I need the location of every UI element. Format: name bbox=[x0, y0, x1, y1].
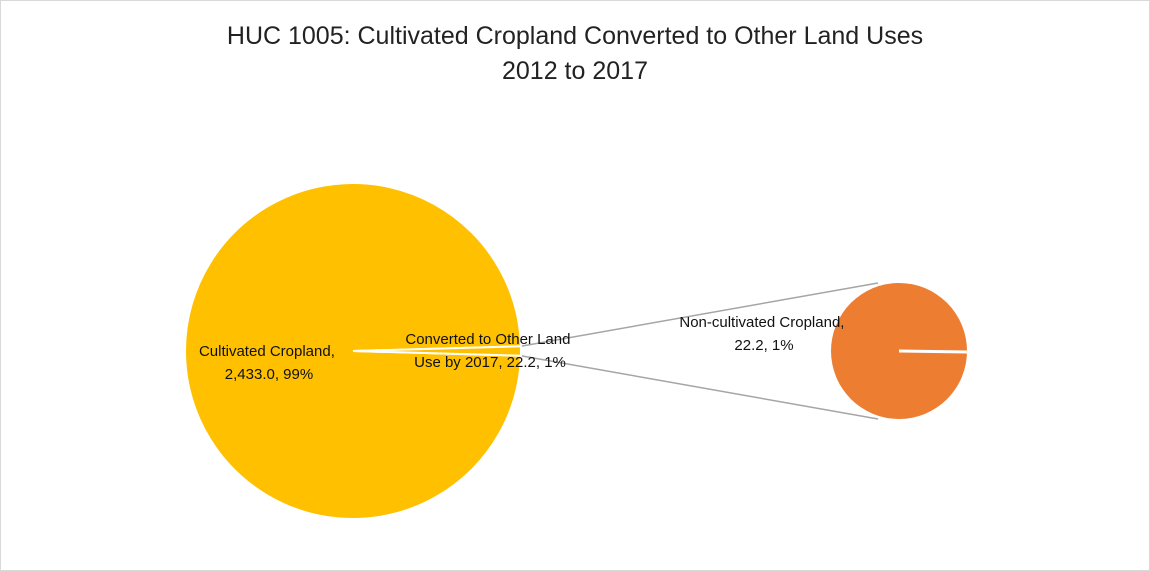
chart-title: HUC 1005: Cultivated Cropland Converted … bbox=[1, 19, 1149, 89]
chart-title-main: HUC 1005: Cultivated Cropland Converted … bbox=[226, 22, 924, 50]
label-non-cultivated-name: Non-cultivated Cropland, bbox=[679, 314, 844, 331]
chart-subtitle: 2012 to 2017 bbox=[502, 57, 648, 85]
slice-cultivated-cropland bbox=[184, 182, 522, 520]
label-cultivated-name: Cultivated Cropland, bbox=[199, 343, 335, 360]
label-cultivated-cropland: Cultivated Cropland, 2,433.0, 99% bbox=[199, 343, 339, 383]
label-converted-line2: Use by 2017, 22.2, 1% bbox=[414, 354, 566, 371]
connector-line-bottom bbox=[520, 355, 879, 420]
label-converted: Converted to Other Land Use by 2017, 22.… bbox=[405, 331, 574, 371]
label-non-cultivated: Non-cultivated Cropland, 22.2, 1% bbox=[679, 314, 848, 354]
connector-line-top bbox=[520, 282, 879, 347]
label-converted-line1: Converted to Other Land bbox=[405, 331, 570, 348]
secondary-pie-separator bbox=[898, 349, 968, 354]
label-non-cultivated-value: 22.2, 1% bbox=[734, 337, 793, 354]
slice-converted-to-other-land-use bbox=[352, 345, 522, 357]
label-cultivated-value: 2,433.0, 99% bbox=[225, 366, 313, 383]
